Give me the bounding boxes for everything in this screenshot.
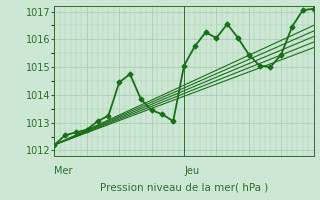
Text: Mer: Mer — [54, 166, 73, 176]
Text: Pression niveau de la mer( hPa ): Pression niveau de la mer( hPa ) — [100, 183, 268, 193]
Text: Jeu: Jeu — [184, 166, 199, 176]
